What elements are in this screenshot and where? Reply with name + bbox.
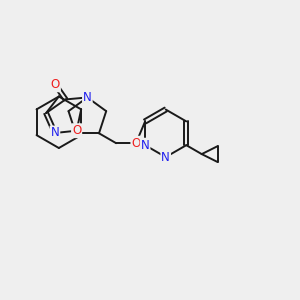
Text: O: O [51, 78, 60, 91]
Text: N: N [83, 91, 92, 104]
Text: N: N [141, 139, 149, 152]
Text: O: O [131, 137, 141, 150]
Text: N: N [161, 151, 170, 164]
Text: O: O [72, 124, 81, 137]
Text: N: N [51, 127, 59, 140]
